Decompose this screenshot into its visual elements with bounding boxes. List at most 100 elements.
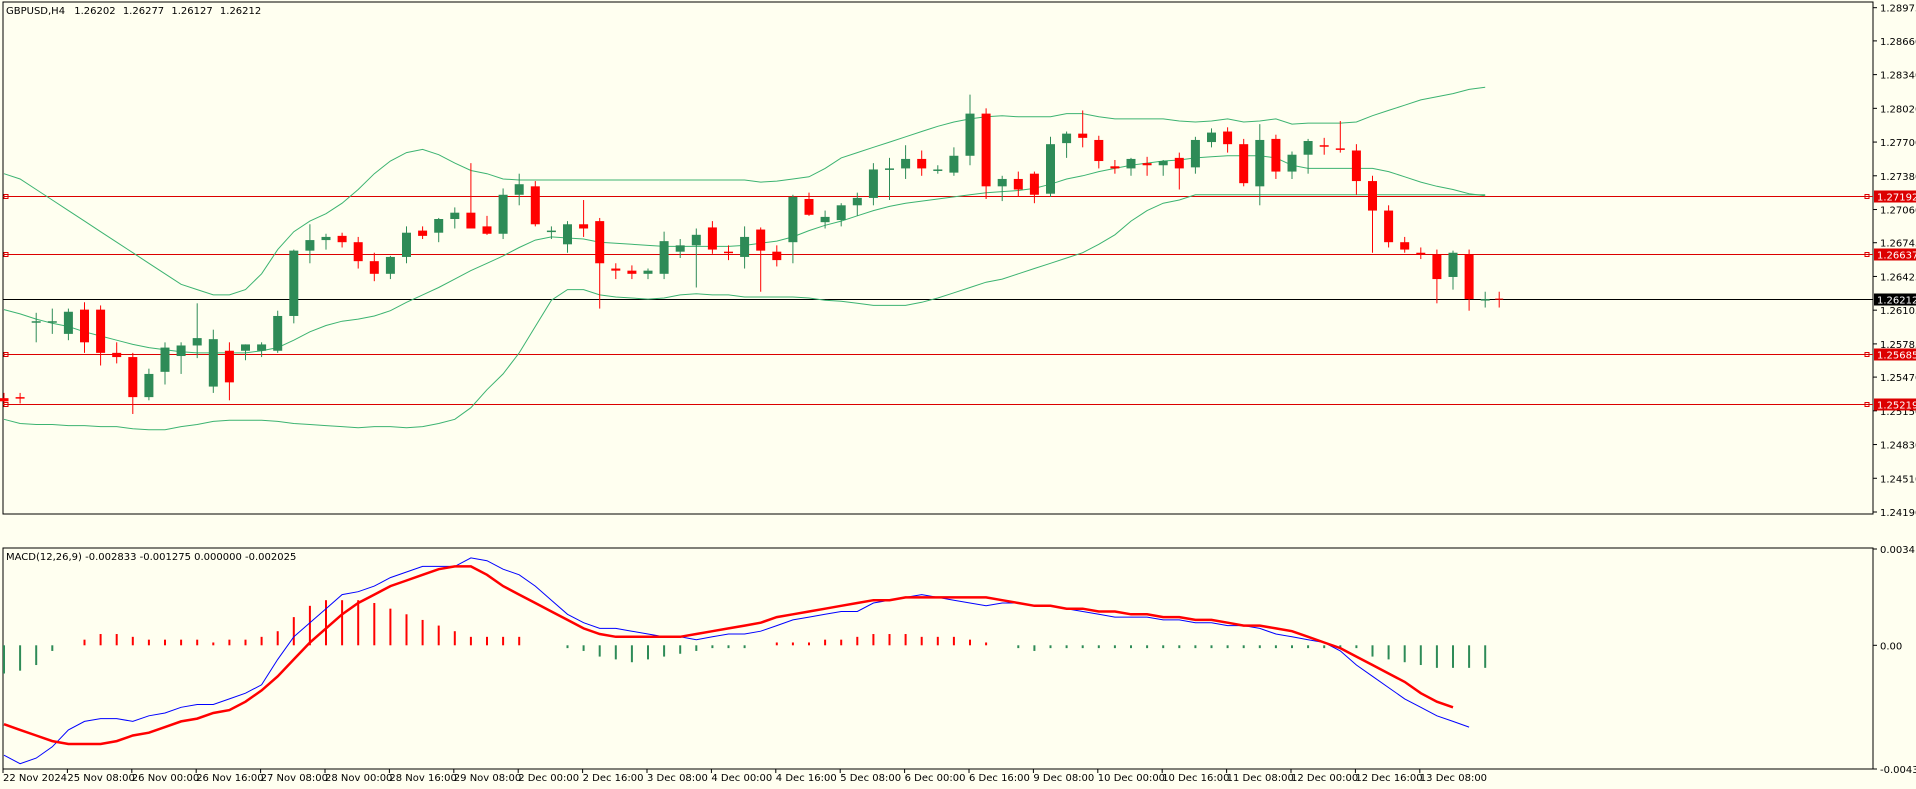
candle-body — [273, 315, 283, 351]
price-tick-label: 1.25150 — [1880, 407, 1916, 418]
candle-body — [820, 216, 830, 223]
candle-body — [1158, 161, 1168, 166]
candle-body — [498, 194, 508, 234]
bollinger-upper — [3, 86, 1486, 296]
candle-body — [450, 212, 460, 220]
time-label: 2 Dec 00:00 — [518, 773, 579, 784]
level-handle-right — [1864, 402, 1870, 407]
symbol-label: GBPUSD,H4 — [6, 6, 65, 17]
candle-body — [530, 186, 540, 225]
price-tick-label: 1.28975 — [1880, 4, 1916, 15]
macd-tick-label: 0.00 — [1880, 641, 1902, 652]
price-pane[interactable]: 1.28975 1.28660 1.28340 1.28020 1.27700 1.273… — [0, 1, 1916, 519]
candle-body — [997, 178, 1007, 187]
candle-body — [1062, 133, 1072, 144]
candle-body — [901, 158, 911, 169]
price-tick-label: 1.25785 — [1880, 340, 1916, 351]
candle-body — [1464, 254, 1474, 300]
candle-body — [112, 352, 122, 358]
candle-body — [917, 158, 927, 169]
candle-body — [627, 270, 637, 274]
price-tick-label: 1.28660 — [1880, 37, 1916, 48]
candle-body — [836, 205, 846, 221]
candle-body — [1432, 254, 1442, 280]
price-tick-label: 1.24190 — [1880, 508, 1916, 519]
macd-pane[interactable]: 0.003416 0.00 -0.004388 — [2, 545, 1916, 776]
candle-body — [176, 345, 186, 357]
candle-body — [1400, 242, 1410, 250]
candle-body — [47, 321, 57, 323]
open-value: 1.26202 — [74, 6, 115, 17]
price-tick-label: 1.28340 — [1880, 71, 1916, 82]
bollinger-lower — [3, 194, 1486, 431]
candle-body — [514, 184, 524, 195]
candle-body — [224, 350, 234, 383]
macd-tick-label: 0.003416 — [1880, 545, 1916, 556]
time-label: 6 Dec 00:00 — [905, 773, 966, 784]
time-label: 22 Nov 2024 — [3, 773, 67, 784]
candle-body — [15, 397, 25, 399]
price-tick-label: 1.25470 — [1880, 373, 1916, 384]
candle-body — [128, 357, 138, 398]
time-label: 11 Dec 08:00 — [1227, 773, 1294, 784]
candle-body — [885, 168, 894, 170]
candle-body — [1207, 132, 1216, 143]
price-tick-label: 1.27380 — [1880, 172, 1916, 183]
price-tick-label: 1.26745 — [1880, 239, 1916, 250]
macd-tick-label: -0.004388 — [1880, 765, 1916, 776]
candle-body — [305, 240, 315, 251]
time-label: 3 Dec 08:00 — [647, 773, 708, 784]
candle-body — [369, 261, 379, 274]
candle-body — [1174, 157, 1184, 169]
level-price-tag — [1874, 190, 1916, 203]
candle-body — [643, 270, 653, 274]
candle-body — [353, 242, 363, 262]
candle-body — [804, 198, 814, 215]
candle-body — [144, 373, 154, 398]
candle-body — [1046, 144, 1055, 194]
time-label: 6 Dec 16:00 — [969, 773, 1030, 784]
macd-signal-line — [3, 565, 1454, 746]
candle-body — [756, 229, 766, 251]
price-tick-label: 1.24510 — [1880, 474, 1916, 485]
candle-body — [289, 250, 299, 316]
macd-header: MACD(12,26,9) -0.002833 -0.001275 0.0000… — [6, 552, 296, 563]
time-label: 12 Dec 16:00 — [1355, 773, 1422, 784]
candle-body — [546, 230, 556, 233]
candle-body — [724, 251, 733, 254]
candle-body — [1223, 131, 1233, 145]
candle-body — [466, 212, 476, 229]
candle-body — [659, 241, 669, 274]
level-handle-left — [3, 352, 9, 357]
time-label: 26 Nov 16:00 — [196, 773, 263, 784]
time-label: 12 Dec 00:00 — [1291, 773, 1358, 784]
time-label: 27 Nov 08:00 — [261, 773, 328, 784]
candle-body — [563, 224, 572, 245]
candle-body — [31, 321, 41, 323]
time-label: 5 Dec 08:00 — [840, 773, 901, 784]
candle-body — [1013, 178, 1023, 190]
candle-body — [611, 268, 621, 271]
candle-body — [80, 309, 89, 343]
candle-body — [1255, 139, 1265, 187]
candle-body — [482, 226, 492, 234]
candle-body — [96, 309, 106, 353]
candle-body — [595, 221, 605, 264]
candle-body — [868, 169, 878, 198]
candle-body — [434, 219, 444, 233]
candle-body — [1368, 181, 1377, 211]
candle-body — [852, 197, 862, 206]
level-handle-right — [1864, 252, 1870, 257]
candle-body — [949, 155, 959, 173]
level-price-label: 1.26637 — [1877, 251, 1916, 262]
price-tick-label: 1.28020 — [1880, 104, 1916, 115]
price-tick-label: 1.26105 — [1880, 306, 1916, 317]
candle-body — [1029, 173, 1039, 195]
candle-body — [1448, 252, 1458, 277]
candle-body — [579, 224, 589, 229]
candle-body — [675, 245, 685, 252]
candle-body — [788, 196, 798, 243]
time-label: 9 Dec 08:00 — [1033, 773, 1094, 784]
